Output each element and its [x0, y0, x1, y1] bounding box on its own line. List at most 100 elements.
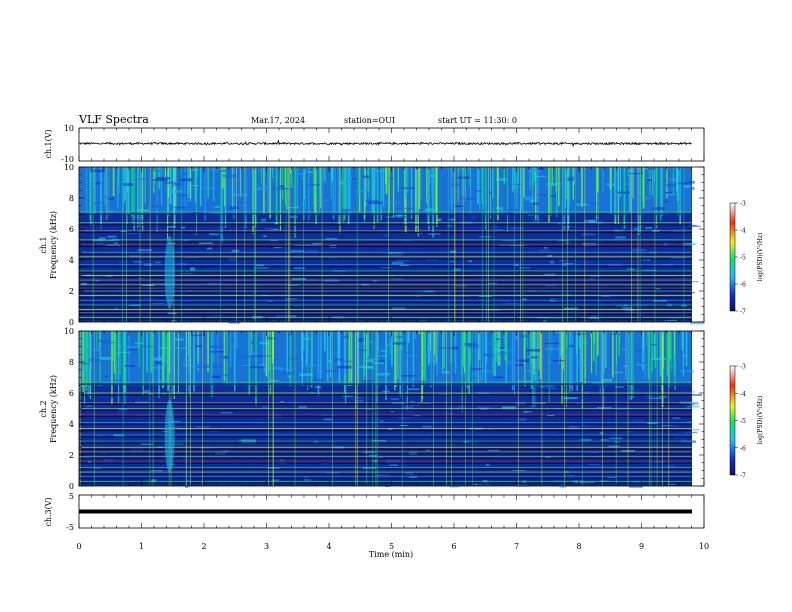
noise-patch [672, 417, 681, 419]
noise-patch [208, 282, 222, 285]
noise-patch [518, 380, 533, 383]
noise-patch [588, 278, 595, 280]
noise-patch [647, 422, 658, 425]
noise-patch [287, 333, 293, 336]
time-tick-label: 0 [76, 542, 81, 551]
noise-patch [229, 206, 239, 210]
noise-patch [189, 267, 196, 271]
noise-patch [689, 429, 700, 431]
noise-patch [478, 451, 484, 454]
ch1-colorbar-label: log(PSD)(V²/Hz) [757, 233, 764, 282]
noise-patch [218, 283, 231, 286]
noise-patch [273, 246, 282, 249]
noise-patch [101, 341, 115, 344]
colorbar-tick-label: -4 [740, 391, 746, 398]
noise-patch [276, 314, 291, 318]
noise-patch [545, 347, 559, 351]
noise-patch [613, 302, 617, 305]
noise-patch [167, 311, 177, 315]
noise-patch [287, 401, 302, 405]
noise-patch [584, 391, 589, 394]
noise-patch [650, 344, 658, 346]
noise-patch [496, 210, 506, 213]
noise-patch [325, 238, 338, 240]
noise-patch [137, 415, 150, 417]
noise-patch [285, 464, 299, 466]
noise-patch [332, 482, 340, 486]
noise-patch [665, 193, 677, 196]
noise-patch [659, 394, 667, 398]
noise-patch [495, 338, 500, 340]
noise-patch [546, 415, 555, 417]
noise-patch [264, 228, 278, 230]
noise-patch [129, 254, 138, 258]
noise-patch [370, 419, 384, 422]
colorbar-tick-label: -3 [740, 201, 746, 208]
noise-patch [576, 203, 591, 206]
noise-patch [391, 275, 395, 279]
noise-patch [150, 204, 163, 208]
noise-patch [250, 341, 255, 344]
noise-patch [358, 349, 367, 352]
noise-patch [340, 212, 348, 215]
noise-patch [524, 196, 533, 199]
noise-patch [380, 475, 392, 477]
noise-patch [666, 184, 677, 187]
noise-patch [590, 275, 601, 277]
noise-patch [562, 474, 574, 477]
noise-patch [254, 212, 259, 214]
noise-patch [473, 483, 482, 485]
noise-patch [211, 168, 222, 172]
noise-patch [457, 405, 465, 408]
noise-patch [216, 170, 231, 172]
noise-patch [530, 356, 538, 359]
noise-patch [148, 170, 161, 172]
noise-patch [668, 178, 679, 181]
noise-patch [423, 437, 431, 441]
colorbar-tick-label: -5 [740, 255, 746, 262]
noise-patch [199, 447, 215, 450]
noise-patch [543, 254, 550, 256]
noise-patch [189, 212, 203, 215]
noise-patch [158, 347, 172, 349]
noise-patch [355, 400, 364, 402]
noise-patch [615, 386, 624, 388]
noise-patch [651, 443, 659, 446]
noise-patch [417, 402, 431, 405]
noise-patch [399, 424, 408, 427]
noise-patch [389, 252, 393, 254]
noise-patch [174, 182, 180, 184]
noise-patch [666, 303, 678, 305]
noise-patch [646, 411, 654, 414]
noise-patch [150, 479, 157, 483]
noise-patch [687, 421, 692, 423]
noise-patch [505, 362, 519, 364]
noise-patch [633, 227, 638, 230]
noise-patch [690, 391, 696, 393]
noise-patch [365, 359, 374, 363]
noise-patch [679, 370, 694, 373]
noise-patch [628, 172, 643, 175]
noise-patch [499, 347, 505, 350]
noise-patch [251, 352, 259, 355]
noise-patch [550, 427, 554, 430]
ch1-waveform-ticks [78, 128, 705, 161]
noise-patch [484, 484, 492, 487]
noise-patch [639, 362, 647, 365]
noise-patch [554, 331, 569, 333]
colorbar-tick-label: -6 [740, 282, 746, 289]
noise-patch [447, 412, 454, 415]
noise-patch [99, 339, 110, 343]
noise-patch [138, 178, 151, 180]
noise-patch [85, 405, 93, 407]
noise-patch [100, 347, 104, 350]
noise-patch [368, 454, 377, 457]
noise-patch [548, 362, 553, 364]
time-tick-label: 5 [389, 542, 394, 551]
noise-patch [255, 187, 265, 191]
noise-patch [181, 474, 193, 478]
noise-patch [394, 213, 404, 216]
ch1-colorbar [729, 202, 736, 312]
noise-patch [350, 225, 360, 229]
noise-patch [209, 351, 225, 353]
